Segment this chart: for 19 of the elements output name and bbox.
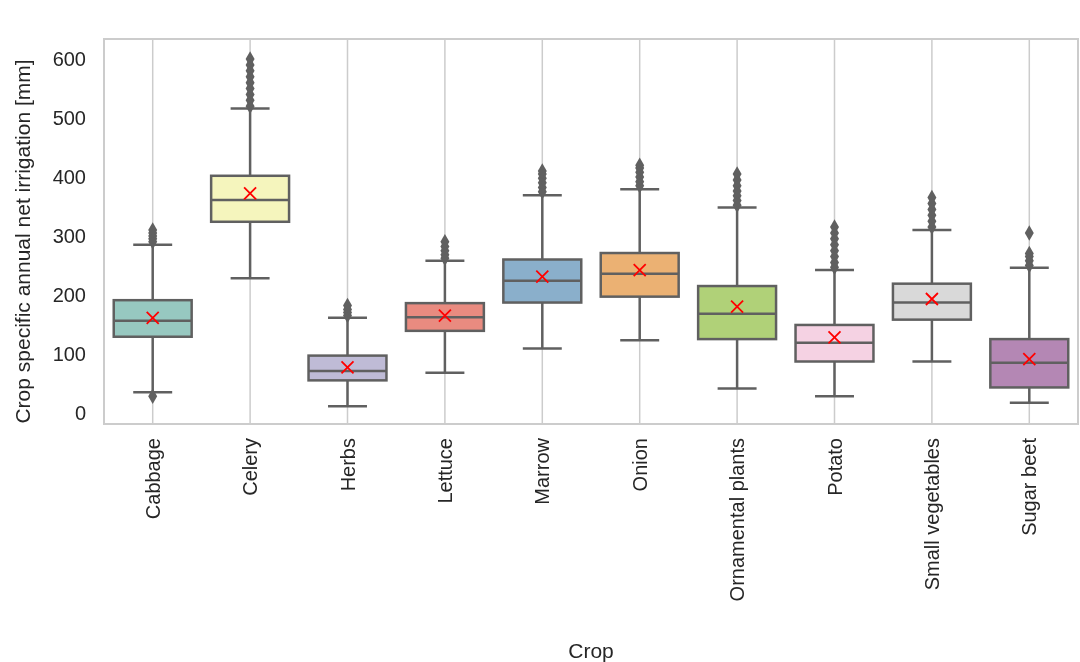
x-axis-title: Crop [568, 639, 614, 662]
y-tick-label: 200 [52, 283, 86, 306]
x-tick-label: Ornamental plants [726, 438, 749, 602]
y-tick-label: 0 [74, 401, 86, 424]
x-tick-label: Cabbage [141, 438, 164, 520]
y-axis-title: Crop specific annual net irrigation [mm] [11, 59, 34, 424]
y-tick-label: 500 [52, 107, 86, 129]
y-tick-label: 300 [52, 224, 86, 247]
x-tick-label: Marrow [531, 437, 554, 505]
x-tick-label: Potato [823, 438, 846, 496]
y-tick-label: 100 [52, 342, 86, 365]
x-tick-label: Herbs [336, 438, 359, 492]
x-tick-label: Small vegetables [920, 438, 943, 591]
y-tick-label: 400 [52, 165, 86, 188]
x-tick-label: Celery [239, 438, 262, 496]
x-tick-label: Sugar beet [1018, 437, 1041, 536]
y-tick-label: 600 [52, 48, 86, 71]
x-tick-label: Lettuce [433, 438, 456, 504]
x-tick-label: Onion [628, 438, 651, 492]
